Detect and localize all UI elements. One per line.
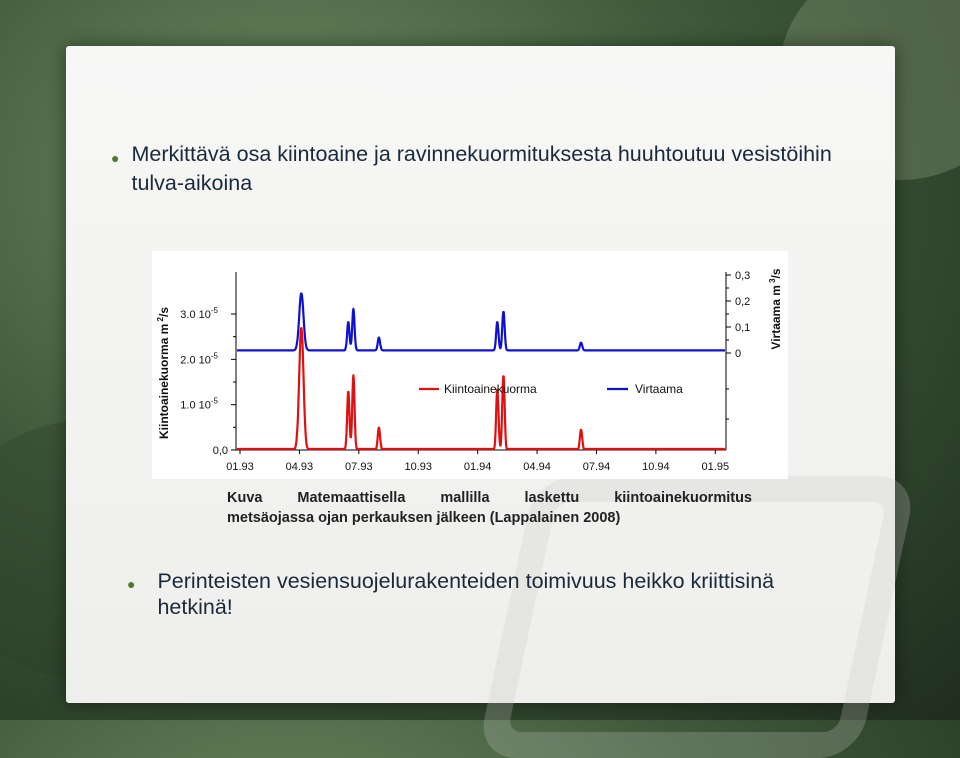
x-tick-label: 04.94 <box>523 461 551 473</box>
x-tick-label: 07.93 <box>345 461 373 473</box>
y-right-tick-label: 0,3 <box>735 270 750 282</box>
bullet-icon: ● <box>111 150 120 166</box>
x-tick-label: 01.95 <box>702 461 730 473</box>
y-right-axis-title: Virtaama m 3/s <box>768 268 783 349</box>
bullet-text: Merkittävä osa kiintoaine ja ravinnekuor… <box>131 142 832 195</box>
bullet-text: Perinteisten vesiensuojelurakenteiden to… <box>157 569 775 619</box>
caption-line-2: metsäojassa ojan perkauksen jälkeen (Lap… <box>227 510 621 526</box>
legend-label-virtaama: Virtaama <box>635 382 683 396</box>
x-tick-label: 10.93 <box>404 461 432 473</box>
y-left-tick-label: 2.0 10-5 <box>180 351 218 366</box>
figure-caption: Kuva Matemaattisella mallilla laskettu k… <box>227 488 752 528</box>
y-left-tick-label: 3.0 10-5 <box>180 306 218 321</box>
series-line-virtaama <box>236 292 726 352</box>
y-right-tick-label: 0 <box>735 348 741 360</box>
x-tick-label: 07.94 <box>583 461 611 473</box>
series-line-kiintoainekuorma <box>236 327 726 451</box>
bullet-item: ● Perinteisten vesiensuojelurakenteiden … <box>127 568 847 620</box>
chart-svg: 3.0 10-5 2.0 10-5 1.0 10-5 0,0 0,3 0,2 0,1 0 01.… <box>156 268 783 473</box>
chart-figure: 3.0 10-5 2.0 10-5 1.0 10-5 0,0 0,3 0,2 0,1 0 01.… <box>152 251 788 479</box>
y-left-tick-label: 0,0 <box>213 445 228 457</box>
x-tick-label: 01.93 <box>226 461 254 473</box>
caption-line-1: Kuva Matemaattisella mallilla laskettu k… <box>227 490 752 506</box>
bullet-item: ● Merkittävä osa kiintoaine ja ravinneku… <box>111 140 851 198</box>
y-left-tick-label: 1.0 10-5 <box>180 397 218 412</box>
x-tick-label: 04.93 <box>286 461 314 473</box>
y-right-tick-label: 0,1 <box>735 322 750 334</box>
y-right-tick-label: 0,2 <box>735 296 750 308</box>
legend-label-kiintoainekuorma: Kiintoainekuorma <box>444 382 537 396</box>
x-tick-label: 10.94 <box>642 461 670 473</box>
x-tick-label: 01.94 <box>464 461 492 473</box>
bullet-icon: ● <box>127 576 136 592</box>
y-left-axis-title: Kiintoainekuorma m 2/s <box>156 307 171 439</box>
